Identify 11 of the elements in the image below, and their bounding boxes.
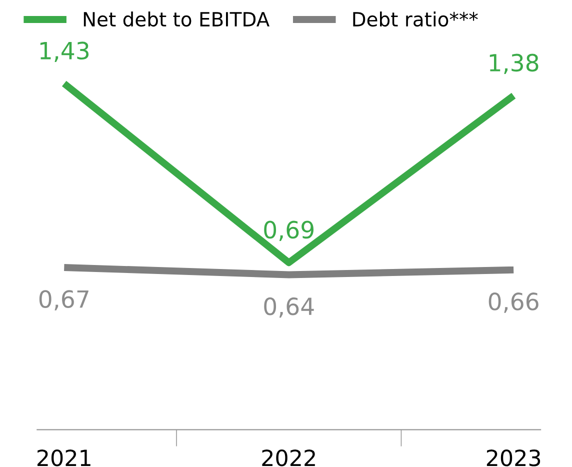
x-tick-label: 2023 xyxy=(486,449,540,466)
legend-label: Debt ratio*** xyxy=(353,12,478,27)
x-tick-label: 2022 xyxy=(262,449,315,466)
data-label: 1,38 xyxy=(490,54,538,74)
data-label: 0,64 xyxy=(264,297,314,318)
x-tick-label: 2021 xyxy=(37,449,90,466)
data-label: 0,69 xyxy=(264,220,314,242)
data-label: 1,43 xyxy=(40,42,89,62)
legend-label: Net debt to EBITDA xyxy=(84,12,270,27)
data-label: 0,66 xyxy=(488,292,538,313)
data-label: 0,67 xyxy=(39,290,88,310)
